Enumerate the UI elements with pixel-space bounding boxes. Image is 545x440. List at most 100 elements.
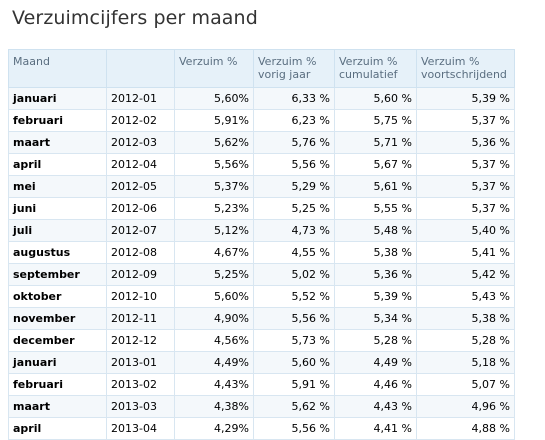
header-verzuim: Verzuim % bbox=[174, 49, 254, 88]
cell-verzuim: 4,49% bbox=[174, 351, 254, 374]
table-row: mei 2012-05 5,37% 5,29 % 5,61 % 5,37 % bbox=[8, 175, 515, 198]
cell-verzuim-cumulatief: 4,41 % bbox=[334, 417, 417, 440]
cell-verzuim: 5,60% bbox=[174, 285, 254, 308]
cell-verzuim-voortschrijdend: 5,18 % bbox=[416, 351, 515, 374]
cell-maand: oktober bbox=[8, 285, 107, 308]
cell-verzuim-cumulatief: 5,28 % bbox=[334, 329, 417, 352]
cell-maand: februari bbox=[8, 373, 107, 396]
cell-verzuim-cumulatief: 5,67 % bbox=[334, 153, 417, 176]
cell-periode: 2012-11 bbox=[106, 307, 175, 330]
cell-maand: maart bbox=[8, 131, 107, 154]
cell-verzuim: 4,43% bbox=[174, 373, 254, 396]
cell-verzuim-vorig-jaar: 5,62 % bbox=[253, 395, 335, 418]
cell-verzuim-vorig-jaar: 5,56 % bbox=[253, 153, 335, 176]
cell-periode: 2012-04 bbox=[106, 153, 175, 176]
table-row: augustus 2012-08 4,67% 4,55 % 5,38 % 5,41 % bbox=[8, 241, 515, 264]
cell-verzuim-vorig-jaar: 5,91 % bbox=[253, 373, 335, 396]
table-header-row: Maand Verzuim % Verzuim % vorig jaar Ver… bbox=[8, 49, 515, 88]
cell-verzuim-voortschrijdend: 5,37 % bbox=[416, 197, 515, 220]
table-row: april 2012-04 5,56% 5,56 % 5,67 % 5,37 % bbox=[8, 153, 515, 176]
table-row: april 2013-04 4,29% 5,56 % 4,41 % 4,88 % bbox=[8, 417, 515, 440]
cell-verzuim-voortschrijdend: 4,88 % bbox=[416, 417, 515, 440]
table-row: juli 2012-07 5,12% 4,73 % 5,48 % 5,40 % bbox=[8, 219, 515, 242]
cell-verzuim-voortschrijdend: 5,43 % bbox=[416, 285, 515, 308]
cell-periode: 2012-05 bbox=[106, 175, 175, 198]
table-row: januari 2013-01 4,49% 5,60 % 4,49 % 5,18 % bbox=[8, 351, 515, 374]
cell-periode: 2012-06 bbox=[106, 197, 175, 220]
page-title: Verzuimcijfers per maand bbox=[12, 7, 258, 29]
table-row: maart 2012-03 5,62% 5,76 % 5,71 % 5,36 % bbox=[8, 131, 515, 154]
table-row: november 2012-11 4,90% 5,56 % 5,34 % 5,38 % bbox=[8, 307, 515, 330]
cell-verzuim: 5,56% bbox=[174, 153, 254, 176]
cell-periode: 2012-08 bbox=[106, 241, 175, 264]
header-verzuim-voortschrijdend: Verzuim % voortschrijdend bbox=[416, 49, 515, 88]
cell-verzuim-voortschrijdend: 5,40 % bbox=[416, 219, 515, 242]
cell-verzuim-vorig-jaar: 4,73 % bbox=[253, 219, 335, 242]
cell-maand: april bbox=[8, 417, 107, 440]
cell-periode: 2012-02 bbox=[106, 109, 175, 132]
cell-maand: december bbox=[8, 329, 107, 352]
cell-verzuim: 5,62% bbox=[174, 131, 254, 154]
cell-maand: juni bbox=[8, 197, 107, 220]
cell-verzuim-voortschrijdend: 5,42 % bbox=[416, 263, 515, 286]
table-row: september 2012-09 5,25% 5,02 % 5,36 % 5,42 % bbox=[8, 263, 515, 286]
cell-verzuim-voortschrijdend: 4,96 % bbox=[416, 395, 515, 418]
cell-verzuim: 5,60% bbox=[174, 87, 254, 110]
cell-maand: maart bbox=[8, 395, 107, 418]
cell-verzuim-vorig-jaar: 5,25 % bbox=[253, 197, 335, 220]
cell-verzuim: 4,67% bbox=[174, 241, 254, 264]
cell-maand: september bbox=[8, 263, 107, 286]
table-row: februari 2013-02 4,43% 5,91 % 4,46 % 5,07 % bbox=[8, 373, 515, 396]
cell-periode: 2012-03 bbox=[106, 131, 175, 154]
table-row: juni 2012-06 5,23% 5,25 % 5,55 % 5,37 % bbox=[8, 197, 515, 220]
cell-verzuim-cumulatief: 5,34 % bbox=[334, 307, 417, 330]
cell-verzuim-voortschrijdend: 5,39 % bbox=[416, 87, 515, 110]
cell-maand: februari bbox=[8, 109, 107, 132]
cell-verzuim: 4,90% bbox=[174, 307, 254, 330]
cell-verzuim-voortschrijdend: 5,41 % bbox=[416, 241, 515, 264]
table-row: februari 2012-02 5,91% 6,23 % 5,75 % 5,37 % bbox=[8, 109, 515, 132]
table-row: januari 2012-01 5,60% 6,33 % 5,60 % 5,39 % bbox=[8, 87, 515, 110]
cell-verzuim-voortschrijdend: 5,28 % bbox=[416, 329, 515, 352]
cell-verzuim: 5,23% bbox=[174, 197, 254, 220]
cell-periode: 2013-04 bbox=[106, 417, 175, 440]
cell-verzuim-vorig-jaar: 5,76 % bbox=[253, 131, 335, 154]
cell-verzuim-voortschrijdend: 5,07 % bbox=[416, 373, 515, 396]
cell-verzuim-cumulatief: 4,43 % bbox=[334, 395, 417, 418]
cell-periode: 2012-01 bbox=[106, 87, 175, 110]
cell-verzuim-vorig-jaar: 5,52 % bbox=[253, 285, 335, 308]
cell-periode: 2013-01 bbox=[106, 351, 175, 374]
cell-periode: 2012-09 bbox=[106, 263, 175, 286]
header-verzuim-cumulatief: Verzuim % cumulatief bbox=[334, 49, 417, 88]
cell-verzuim: 4,38% bbox=[174, 395, 254, 418]
cell-periode: 2013-02 bbox=[106, 373, 175, 396]
absence-table: Maand Verzuim % Verzuim % vorig jaar Ver… bbox=[8, 49, 515, 440]
cell-verzuim: 5,12% bbox=[174, 219, 254, 242]
cell-verzuim-vorig-jaar: 6,33 % bbox=[253, 87, 335, 110]
cell-verzuim-vorig-jaar: 5,60 % bbox=[253, 351, 335, 374]
cell-verzuim-vorig-jaar: 5,56 % bbox=[253, 307, 335, 330]
cell-maand: januari bbox=[8, 351, 107, 374]
cell-verzuim-voortschrijdend: 5,37 % bbox=[416, 175, 515, 198]
header-verzuim-vorig-jaar: Verzuim % vorig jaar bbox=[253, 49, 335, 88]
cell-verzuim-cumulatief: 4,49 % bbox=[334, 351, 417, 374]
cell-maand: augustus bbox=[8, 241, 107, 264]
cell-verzuim-cumulatief: 5,75 % bbox=[334, 109, 417, 132]
cell-verzuim-voortschrijdend: 5,36 % bbox=[416, 131, 515, 154]
cell-verzuim-cumulatief: 5,38 % bbox=[334, 241, 417, 264]
table-row: maart 2013-03 4,38% 5,62 % 4,43 % 4,96 % bbox=[8, 395, 515, 418]
cell-verzuim-cumulatief: 5,61 % bbox=[334, 175, 417, 198]
cell-maand: april bbox=[8, 153, 107, 176]
cell-periode: 2012-10 bbox=[106, 285, 175, 308]
cell-verzuim-vorig-jaar: 5,56 % bbox=[253, 417, 335, 440]
cell-verzuim-voortschrijdend: 5,38 % bbox=[416, 307, 515, 330]
cell-verzuim-voortschrijdend: 5,37 % bbox=[416, 153, 515, 176]
cell-verzuim-cumulatief: 4,46 % bbox=[334, 373, 417, 396]
cell-maand: januari bbox=[8, 87, 107, 110]
table-row: oktober 2012-10 5,60% 5,52 % 5,39 % 5,43 % bbox=[8, 285, 515, 308]
cell-verzuim: 4,56% bbox=[174, 329, 254, 352]
cell-periode: 2012-12 bbox=[106, 329, 175, 352]
table-row: december 2012-12 4,56% 5,73 % 5,28 % 5,28 % bbox=[8, 329, 515, 352]
cell-verzuim-cumulatief: 5,55 % bbox=[334, 197, 417, 220]
cell-verzuim-cumulatief: 5,48 % bbox=[334, 219, 417, 242]
